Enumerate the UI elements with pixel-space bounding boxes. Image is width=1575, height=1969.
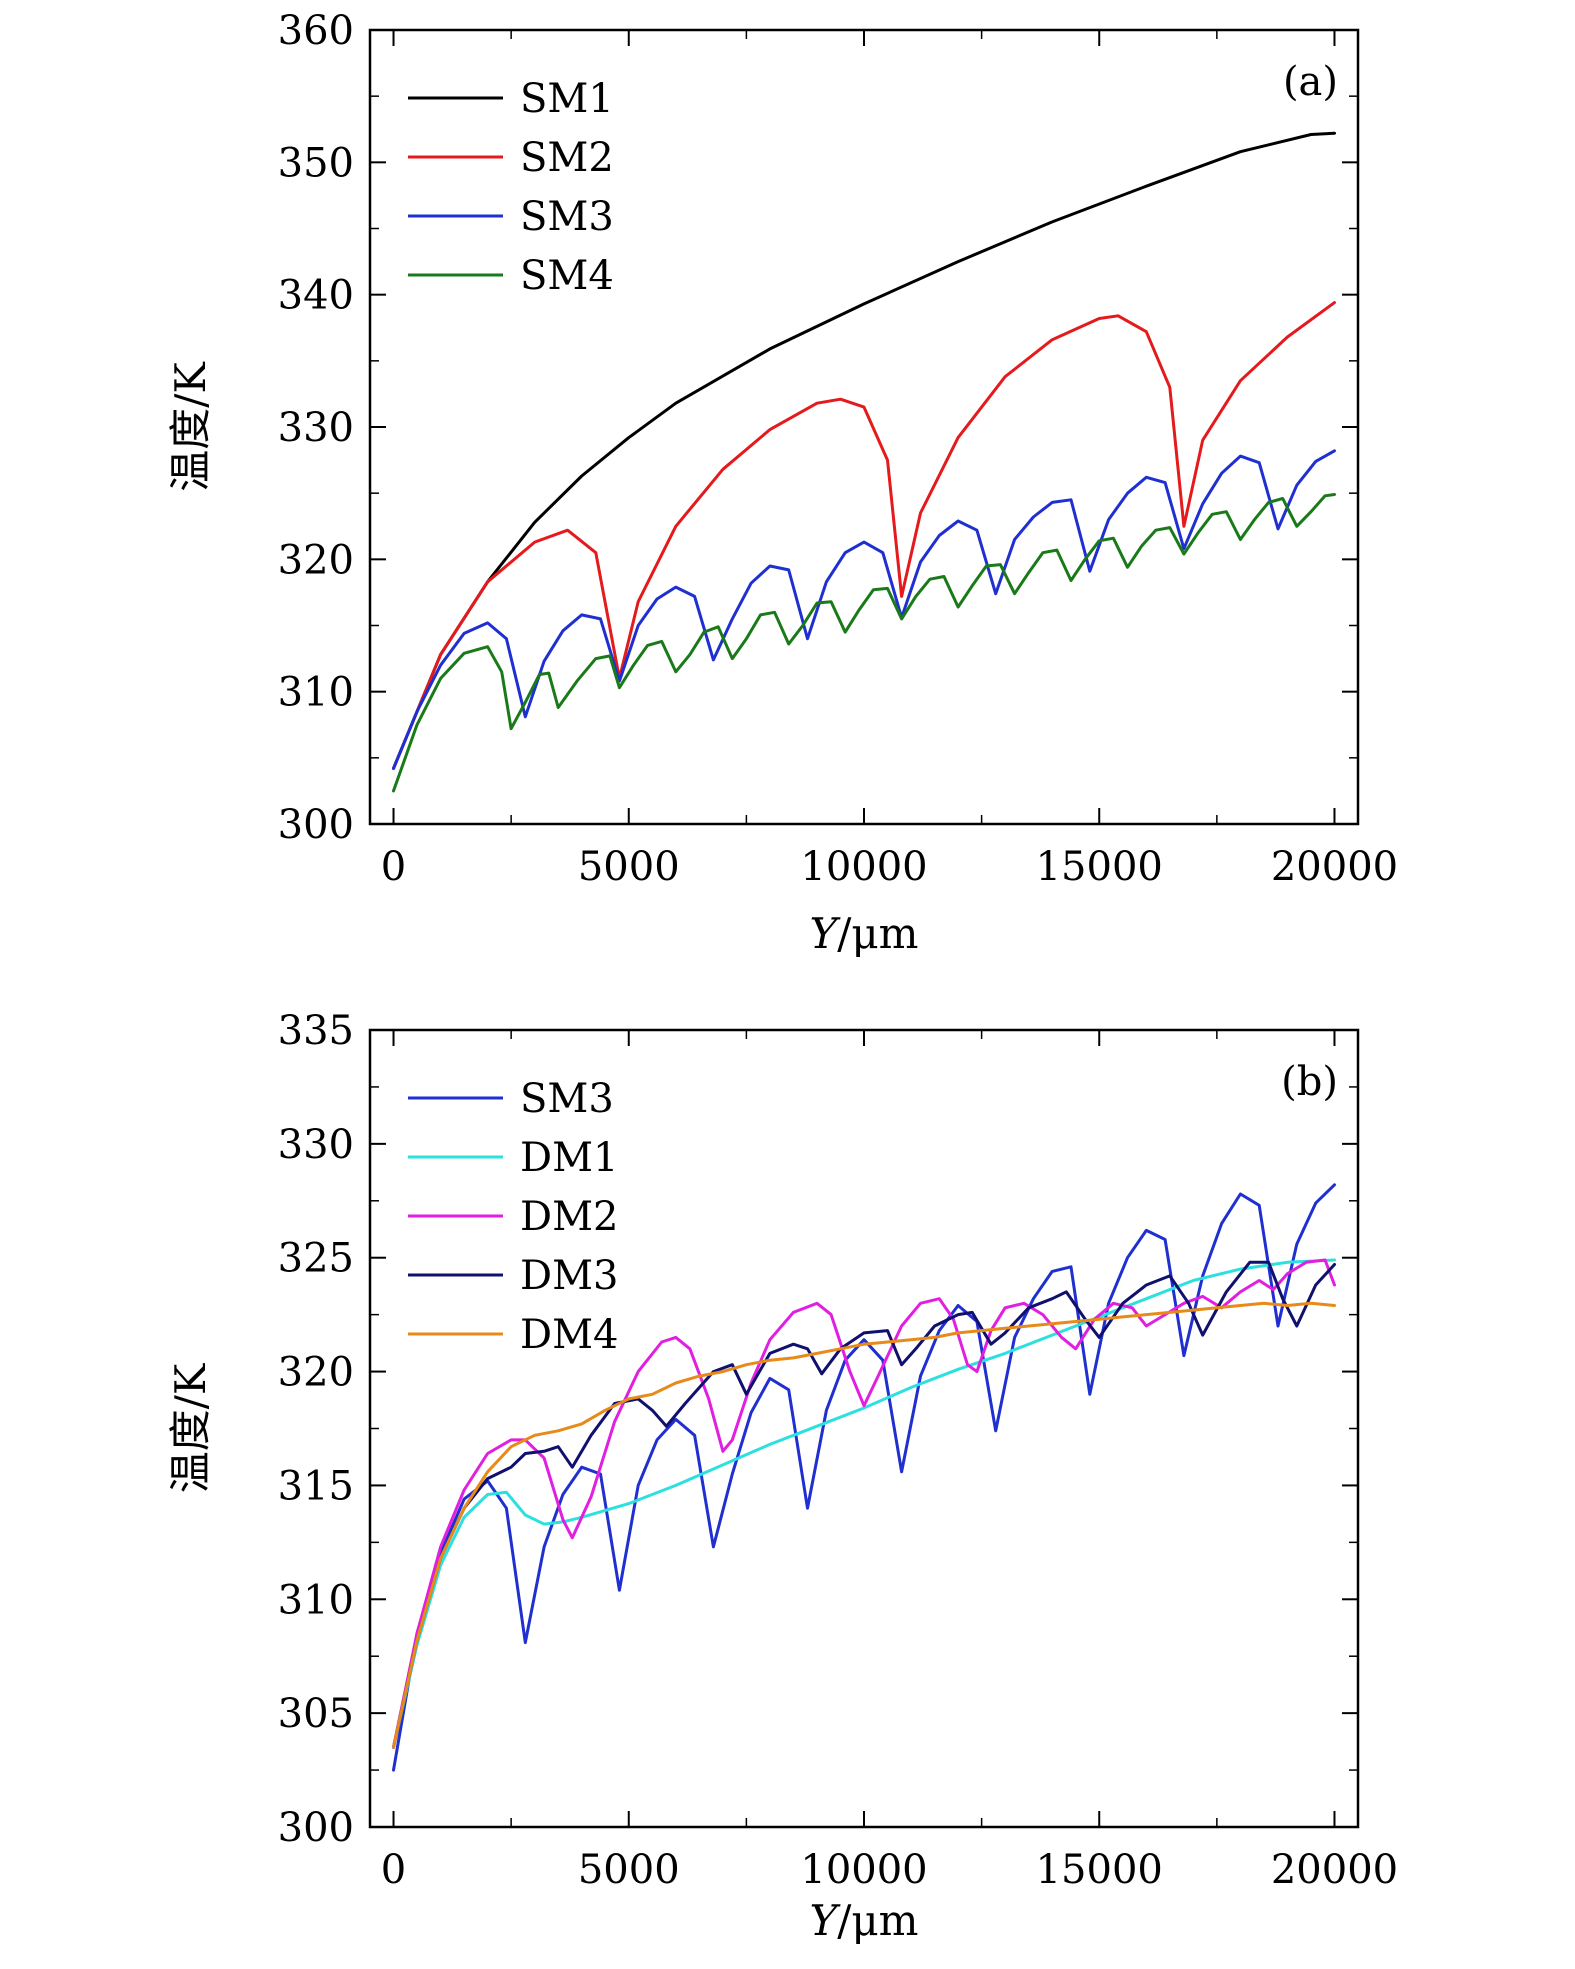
- series-line-dm4: [392, 1301, 1336, 1749]
- y-tick-label: 335: [278, 1008, 354, 1054]
- x-axis-variable: Y: [809, 1896, 841, 1945]
- y-tick-label: 330: [278, 1122, 354, 1168]
- x-axis-title: Y/μm: [809, 1896, 918, 1945]
- x-tick-label: 20000: [1271, 1847, 1398, 1893]
- x-tick-label: 15000: [1036, 844, 1163, 890]
- x-axis-variable: Y: [809, 909, 841, 958]
- series-line-dm1: [392, 1258, 1336, 1749]
- panel-a: 0 5000 10000 15000 20000 300 310 320 330 340 350 36…: [166, 8, 1398, 958]
- legend-label-sm4: SM4: [520, 253, 614, 299]
- y-tick-label: 320: [278, 537, 354, 583]
- y-tick-label: 350: [278, 140, 354, 186]
- y-tick-label: 310: [278, 1577, 354, 1623]
- x-tick-label: 0: [381, 1847, 406, 1893]
- y-tick-label: 360: [278, 8, 354, 54]
- y-tick-label: 340: [278, 273, 354, 319]
- legend-label-dm4: DM4: [520, 1312, 618, 1358]
- y-tick-label: 300: [278, 802, 354, 848]
- series-group: [392, 1183, 1336, 1772]
- x-tick-label: 0: [381, 844, 406, 890]
- x-axis-unit: /μm: [837, 1896, 918, 1945]
- y-axis-title: 温度/K: [166, 361, 215, 492]
- series-line-dm3: [392, 1260, 1336, 1749]
- y-axis-title: 温度/K: [166, 1362, 215, 1493]
- series-line-sm2: [392, 301, 1336, 770]
- series-line-sm1: [392, 131, 1336, 770]
- series-line-sm3: [392, 449, 1336, 770]
- y-tick-label: 315: [278, 1463, 354, 1509]
- x-tick-label: 5000: [578, 1847, 680, 1893]
- series-group: [392, 131, 1336, 793]
- y-tick-label: 325: [278, 1236, 354, 1282]
- panel-b: 0 5000 10000 15000 20000 300 305 310 315 320 325 33…: [166, 1008, 1398, 1945]
- x-tick-label: 20000: [1271, 844, 1398, 890]
- y-tick-label: 330: [278, 405, 354, 451]
- legend-label-sm2: SM2: [520, 135, 614, 181]
- y-tick-label: 305: [278, 1691, 354, 1737]
- y-tick-label: 310: [278, 670, 354, 716]
- legend-label-sm1: SM1: [520, 76, 614, 122]
- x-tick-label: 10000: [800, 1847, 927, 1893]
- legend-label-dm2: DM2: [520, 1194, 618, 1240]
- y-tick-label: 320: [278, 1350, 354, 1396]
- x-axis-unit: /μm: [837, 909, 918, 958]
- x-tick-label: 10000: [800, 844, 927, 890]
- x-axis-title: Y/μm: [809, 909, 918, 958]
- series-line-sm3: [392, 1183, 1336, 1772]
- legend-label-dm3: DM3: [520, 1253, 618, 1299]
- x-tick-label: 5000: [578, 844, 680, 890]
- series-line-sm4: [392, 493, 1336, 793]
- legend-label-dm1: DM1: [520, 1135, 618, 1181]
- panel-label: (b): [1281, 1059, 1338, 1105]
- panel-label: (a): [1283, 59, 1338, 105]
- y-tick-label: 300: [278, 1805, 354, 1851]
- x-tick-label: 15000: [1036, 1847, 1163, 1893]
- legend-label-sm3: SM3: [520, 1076, 614, 1122]
- legend-label-sm3: SM3: [520, 194, 614, 240]
- plot-frame: [368, 1028, 1360, 1829]
